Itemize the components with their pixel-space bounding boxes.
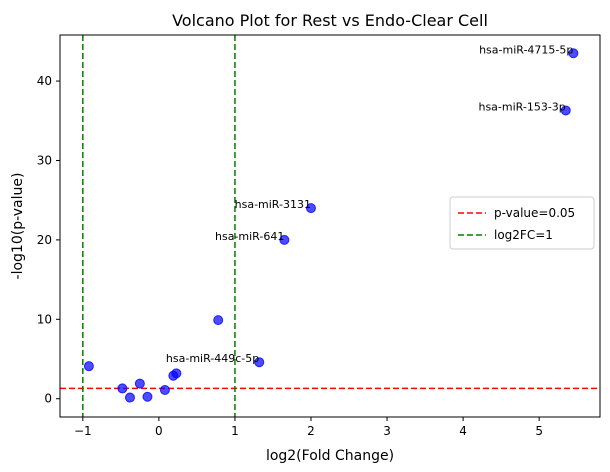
axis-ticks: −1 0 1 2 3 4 5 0 10 20 30 40 bbox=[37, 74, 543, 438]
annotation-2: hsa-miR-3131 bbox=[235, 198, 311, 211]
y-axis-label: -log10(p-value) bbox=[10, 173, 26, 280]
legend-label-1: log2FC=1 bbox=[494, 228, 553, 242]
x-tick-label-3: 2 bbox=[307, 424, 315, 438]
data-point-8 bbox=[168, 370, 179, 381]
data-point-4 bbox=[213, 315, 224, 326]
legend: p-value=0.05 log2FC=1 bbox=[449, 196, 595, 250]
x-axis-label: log2(Fold Change) bbox=[266, 448, 394, 464]
legend-frame bbox=[449, 196, 595, 250]
data-point-5 bbox=[254, 357, 265, 368]
data-point-3 bbox=[279, 234, 290, 245]
data-point-1 bbox=[560, 105, 571, 116]
y-tick-label-2: 20 bbox=[37, 233, 52, 247]
data-point-11 bbox=[159, 384, 170, 395]
annotation-0: hsa-miR-4715-5p bbox=[479, 43, 573, 56]
chart-title: Volcano Plot for Rest vs Endo-Clear Cell bbox=[172, 11, 488, 30]
plot-area bbox=[60, 35, 600, 417]
data-point-6 bbox=[83, 361, 94, 372]
y-tick-label-4: 40 bbox=[37, 74, 52, 88]
data-point-2 bbox=[305, 203, 316, 214]
y-tick-label-1: 10 bbox=[37, 312, 52, 326]
data-point-9 bbox=[134, 378, 145, 389]
x-tick-label-0: −1 bbox=[74, 424, 92, 438]
data-point-12 bbox=[124, 392, 135, 403]
annotation-3: hsa-miR-641 bbox=[215, 230, 284, 243]
annotation-4: hsa-miR-449c-5p bbox=[166, 352, 259, 365]
annotation-1: hsa-miR-153-3p bbox=[478, 100, 565, 113]
x-tick-label-1: 0 bbox=[155, 424, 163, 438]
x-tick-label-6: 5 bbox=[535, 424, 543, 438]
data-point-10 bbox=[117, 383, 128, 394]
plot-frame bbox=[59, 34, 601, 418]
x-tick-label-4: 3 bbox=[383, 424, 391, 438]
x-tick-label-2: 1 bbox=[231, 424, 239, 438]
legend-label-0: p-value=0.05 bbox=[494, 206, 575, 220]
y-tick-label-3: 30 bbox=[37, 153, 52, 167]
x-tick-label-5: 4 bbox=[459, 424, 467, 438]
y-tick-label-0: 0 bbox=[44, 392, 52, 406]
data-point-0 bbox=[568, 48, 579, 59]
data-point-13 bbox=[142, 391, 153, 402]
